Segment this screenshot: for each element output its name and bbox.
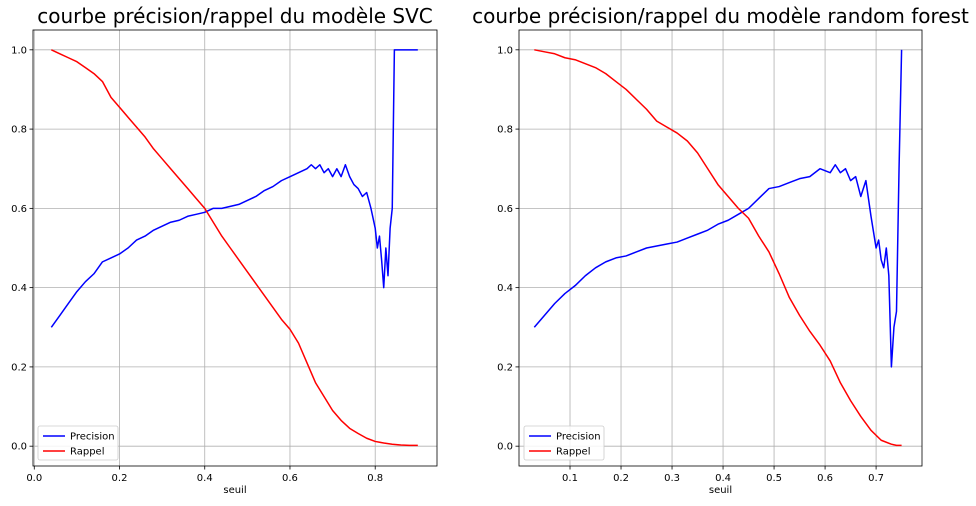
chart-title: courbe précision/rappel du modèle SVC — [37, 4, 433, 28]
y-tick-label: 0.4 — [497, 283, 513, 294]
legend-label: Rappel — [70, 447, 104, 458]
y-tick-label: 1.0 — [497, 45, 513, 56]
series-layer — [533, 49, 903, 447]
x-axis: 0.1 0.2 0.3 0.4 0.5 0.6 0.7 — [562, 466, 884, 484]
plot-frame — [518, 29, 923, 467]
series-layer — [50, 49, 418, 447]
y-tick-label: 0.2 — [497, 362, 513, 373]
grid — [519, 30, 922, 466]
x-tick-label: 0.3 — [664, 473, 680, 484]
series-line-rappel — [51, 49, 418, 447]
x-axis: 0.0 0.2 0.4 0.6 0.8 — [26, 466, 383, 484]
plot-area — [33, 30, 437, 466]
y-tick-label: 0.0 — [497, 442, 513, 453]
legend-label: Precision — [70, 432, 115, 443]
y-tick-label: 0.8 — [497, 125, 513, 136]
legend: Precision Rappel — [37, 425, 119, 461]
y-tick-label: 0.4 — [11, 283, 27, 294]
chart-svc: courbe précision/rappel du modèle SVC 0.… — [11, 4, 438, 496]
x-tick-label: 0.6 — [282, 473, 298, 484]
y-tick-label: 0.6 — [11, 204, 27, 215]
x-tick-label: 0.6 — [817, 473, 833, 484]
x-tick-label: 0.4 — [715, 473, 731, 484]
legend-label: Precision — [556, 432, 601, 443]
series-line-precision — [533, 49, 903, 368]
x-tick-label: 0.8 — [367, 473, 383, 484]
plot-frame — [32, 29, 438, 467]
series-line-precision — [50, 49, 418, 328]
x-axis-label: seuil — [709, 485, 732, 496]
chart-random-forest: courbe précision/rappel du modèle random… — [472, 4, 969, 496]
y-tick-label: 0.8 — [11, 125, 27, 136]
legend-label: Rappel — [556, 447, 590, 458]
x-axis-label: seuil — [223, 485, 246, 496]
x-tick-label: 0.2 — [112, 473, 128, 484]
x-tick-label: 0.5 — [766, 473, 782, 484]
x-tick-label: 0.4 — [197, 473, 213, 484]
chart-title: courbe précision/rappel du modèle random… — [472, 4, 969, 28]
series-line-rappel — [534, 49, 902, 447]
x-tick-label: 0.0 — [26, 473, 42, 484]
y-tick-label: 0.6 — [497, 204, 513, 215]
y-tick-label: 1.0 — [11, 45, 27, 56]
x-tick-label: 0.1 — [562, 473, 578, 484]
y-axis: 0.0 0.2 0.4 0.6 0.8 1.0 — [11, 45, 33, 453]
y-tick-label: 0.0 — [11, 442, 27, 453]
plot-area — [519, 30, 922, 466]
y-tick-label: 0.2 — [11, 362, 27, 373]
x-tick-label: 0.2 — [613, 473, 629, 484]
y-axis: 0.0 0.2 0.4 0.6 0.8 1.0 — [497, 45, 519, 453]
x-tick-label: 0.7 — [868, 473, 884, 484]
legend: Precision Rappel — [523, 425, 605, 461]
